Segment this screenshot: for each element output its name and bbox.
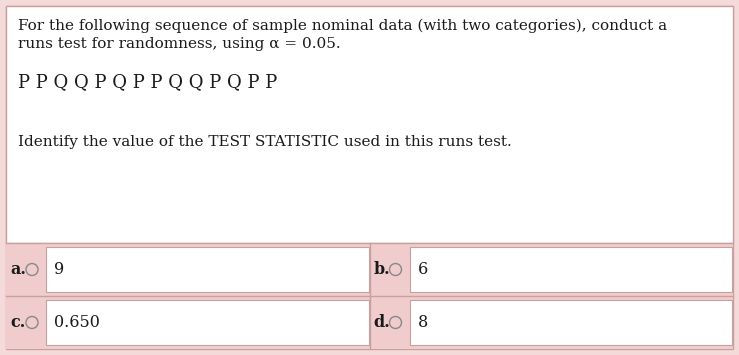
Text: For the following sequence of sample nominal data (with two categories), conduct: For the following sequence of sample nom…	[18, 19, 667, 33]
Text: d.: d.	[373, 314, 390, 331]
Text: 8: 8	[418, 314, 428, 331]
Text: P P Q Q P Q P P Q Q P Q P P: P P Q Q P Q P P Q Q P Q P P	[18, 73, 277, 91]
FancyBboxPatch shape	[409, 300, 732, 345]
Text: 9: 9	[54, 261, 64, 278]
Text: c.: c.	[10, 314, 25, 331]
Text: b.: b.	[373, 261, 390, 278]
Text: 0.650: 0.650	[54, 314, 100, 331]
FancyBboxPatch shape	[6, 243, 733, 349]
Text: runs test for randomness, using α = 0.05.: runs test for randomness, using α = 0.05…	[18, 37, 341, 51]
Text: a.: a.	[10, 261, 26, 278]
FancyBboxPatch shape	[46, 300, 369, 345]
FancyBboxPatch shape	[46, 247, 369, 292]
FancyBboxPatch shape	[409, 247, 732, 292]
Text: Identify the value of the TEST STATISTIC used in this runs test.: Identify the value of the TEST STATISTIC…	[18, 135, 511, 149]
FancyBboxPatch shape	[6, 6, 733, 243]
FancyBboxPatch shape	[6, 6, 733, 349]
Text: 6: 6	[418, 261, 428, 278]
